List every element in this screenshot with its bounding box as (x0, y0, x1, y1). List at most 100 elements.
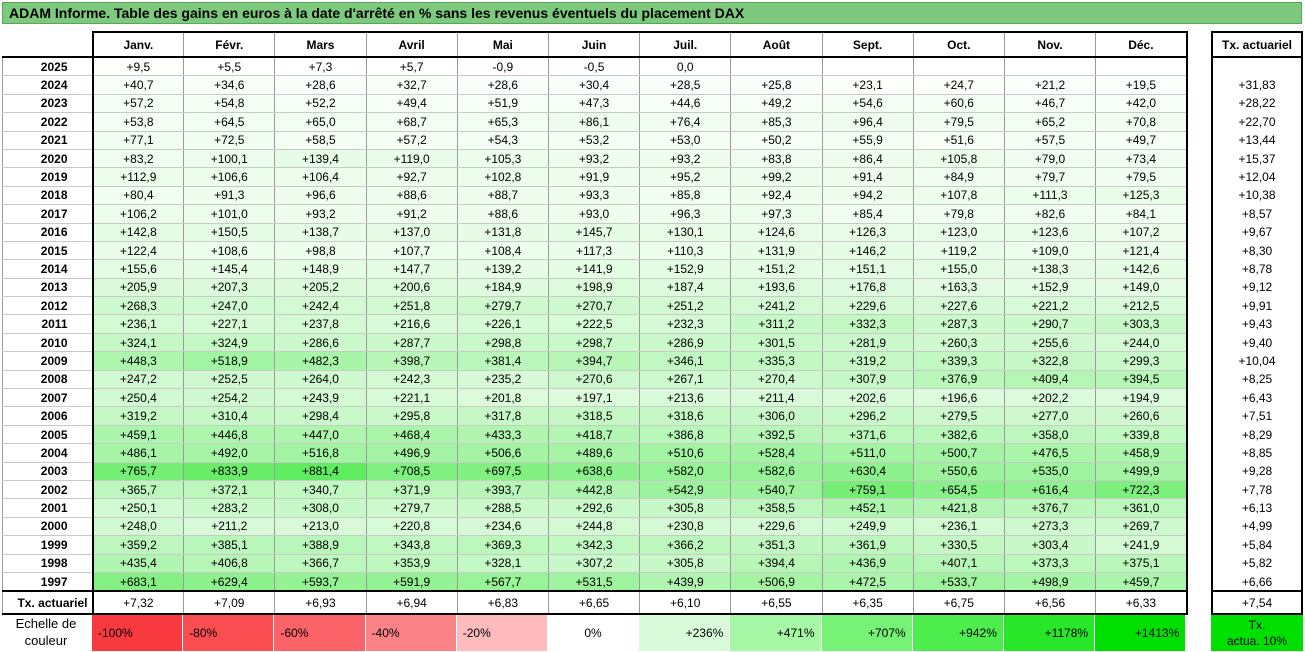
gain-cell: +105,3 (456, 149, 549, 169)
gain-cell: +249,9 (821, 517, 914, 537)
tx-row: +9,28 (1211, 462, 1303, 481)
gain-cell: +359,2 (91, 535, 185, 555)
month-header: Mars (274, 31, 367, 58)
gain-cell: +458,9 (1095, 443, 1188, 463)
gain-cell: +163,3 (912, 278, 1005, 298)
gain-cell: +247,2 (91, 370, 185, 390)
gain-cell: +42,0 (1095, 94, 1188, 114)
year-cell: 1997 (2, 572, 93, 593)
gain-cell: +55,9 (821, 131, 914, 150)
gain-cell: +287,3 (912, 314, 1005, 334)
table-row: 1997 +683,1 +629,4 +593,7 +591,9 +567,7 +531,5… (2, 572, 1188, 593)
gain-cell: +112,9 (91, 167, 185, 187)
gain-cell: +5,7 (365, 57, 458, 77)
gain-cell: +91,3 (183, 186, 276, 206)
gain-cell: +88,7 (456, 186, 549, 206)
gain-cell: +147,7 (365, 259, 458, 279)
gain-cell: +176,8 (821, 278, 914, 298)
tx-row: +8,85 (1211, 443, 1303, 463)
gain-cell: +79,8 (912, 204, 1005, 224)
gain-cell: +57,5 (1003, 131, 1097, 150)
tx-row: +8,30 (1211, 241, 1303, 261)
gain-cell: +531,5 (547, 572, 641, 593)
gain-cell: +279,5 (912, 406, 1005, 426)
gain-cell: +117,3 (547, 241, 641, 261)
gain-cell: +361,0 (1095, 498, 1188, 518)
gain-cell: +232,3 (639, 314, 732, 334)
gain-cell: +459,1 (91, 425, 185, 445)
gain-cell: +106,2 (91, 204, 185, 224)
month-header: Nov. (1003, 31, 1097, 58)
gain-cell: +137,0 (365, 223, 458, 242)
gain-cell: +106,6 (183, 167, 276, 187)
gain-cell: +198,9 (547, 278, 641, 298)
gain-cell: +122,4 (91, 241, 185, 261)
gain-cell: +346,1 (639, 351, 732, 371)
tx-actuariel-cell: +31,83 (1211, 75, 1303, 95)
gain-cell: +60,6 (912, 94, 1005, 114)
gain-cell: +339,3 (912, 351, 1005, 371)
gain-cell: +83,8 (730, 149, 823, 169)
footer-rate-cell: +6,33 (1095, 590, 1188, 616)
gain-cell: +207,3 (183, 278, 276, 298)
year-cell: 2019 (2, 167, 93, 187)
gain-cell: +49,4 (365, 94, 458, 114)
tx-actuariel-cell: +6,43 (1211, 388, 1303, 408)
gain-cell: +86,1 (547, 112, 641, 132)
gain-cell: +91,9 (547, 167, 641, 187)
gain-cell: +317,8 (456, 406, 549, 426)
gain-cell (821, 57, 914, 77)
gain-cell: +200,6 (365, 278, 458, 298)
gain-cell: +58,5 (274, 131, 367, 150)
gain-cell: +305,8 (639, 554, 732, 573)
gain-cell: +44,6 (639, 94, 732, 114)
gain-cell: +102,8 (456, 167, 549, 187)
gain-cell: +205,2 (274, 278, 367, 298)
gain-cell: +270,6 (547, 370, 641, 390)
tx-actuariel-cell: +28,22 (1211, 94, 1303, 114)
gain-cell: +85,4 (821, 204, 914, 224)
gain-cell: +476,5 (1003, 443, 1097, 463)
gain-cell: +243,9 (274, 388, 367, 408)
month-header: Avril (365, 31, 458, 58)
gain-cell: +267,1 (639, 370, 732, 390)
tx-actuariel-cell: +9,40 (1211, 333, 1303, 353)
month-header: Août (730, 31, 823, 58)
gain-cell: +252,5 (183, 370, 276, 390)
tx-legend-line1: Tx. (1248, 618, 1266, 632)
table-row: 2004 +486,1 +492,0 +516,8 +496,9 +506,6 +489,6… (2, 443, 1188, 463)
gain-cell: +234,6 (456, 517, 549, 537)
gain-cell: +301,5 (730, 333, 823, 353)
gain-cell: +221,2 (1003, 296, 1097, 316)
color-scale-cell: -60% (274, 615, 366, 651)
footer-rate-cell: +6,94 (365, 590, 458, 616)
gain-cell: +227,1 (183, 314, 276, 334)
tx-actuariel-cell: +9,67 (1211, 223, 1303, 242)
gain-cell: +373,3 (1003, 554, 1097, 573)
gain-cell: +93,2 (274, 204, 367, 224)
gain-cell: +499,9 (1095, 462, 1188, 481)
year-cell: 2024 (2, 75, 93, 95)
year-cell: 2012 (2, 296, 93, 316)
gain-cell: +371,9 (365, 480, 458, 500)
tx-row: +5,82 (1211, 554, 1303, 573)
gain-cell: +318,5 (547, 406, 641, 426)
gain-cell: +270,4 (730, 370, 823, 390)
color-scale-cell: +942% (912, 615, 1004, 651)
gain-cell: +339,8 (1095, 425, 1188, 445)
gain-cell: +84,9 (912, 167, 1005, 187)
gain-cell: +92,4 (730, 186, 823, 206)
gain-cell: +394,7 (547, 351, 641, 371)
gain-cell: +286,9 (639, 333, 732, 353)
gain-cell: +358,5 (730, 498, 823, 518)
gain-cell: +305,8 (639, 498, 732, 518)
tx-actuariel-cell: +8,25 (1211, 370, 1303, 390)
gain-cell: +683,1 (91, 572, 185, 593)
gain-cell: +19,5 (1095, 75, 1188, 95)
year-cell: 2011 (2, 314, 93, 334)
gain-cell: +79,5 (912, 112, 1005, 132)
tx-row: +13,44 (1211, 131, 1303, 150)
gain-cell: +435,4 (91, 554, 185, 573)
gain-cell: +197,1 (547, 388, 641, 408)
gain-cell: +324,1 (91, 333, 185, 353)
